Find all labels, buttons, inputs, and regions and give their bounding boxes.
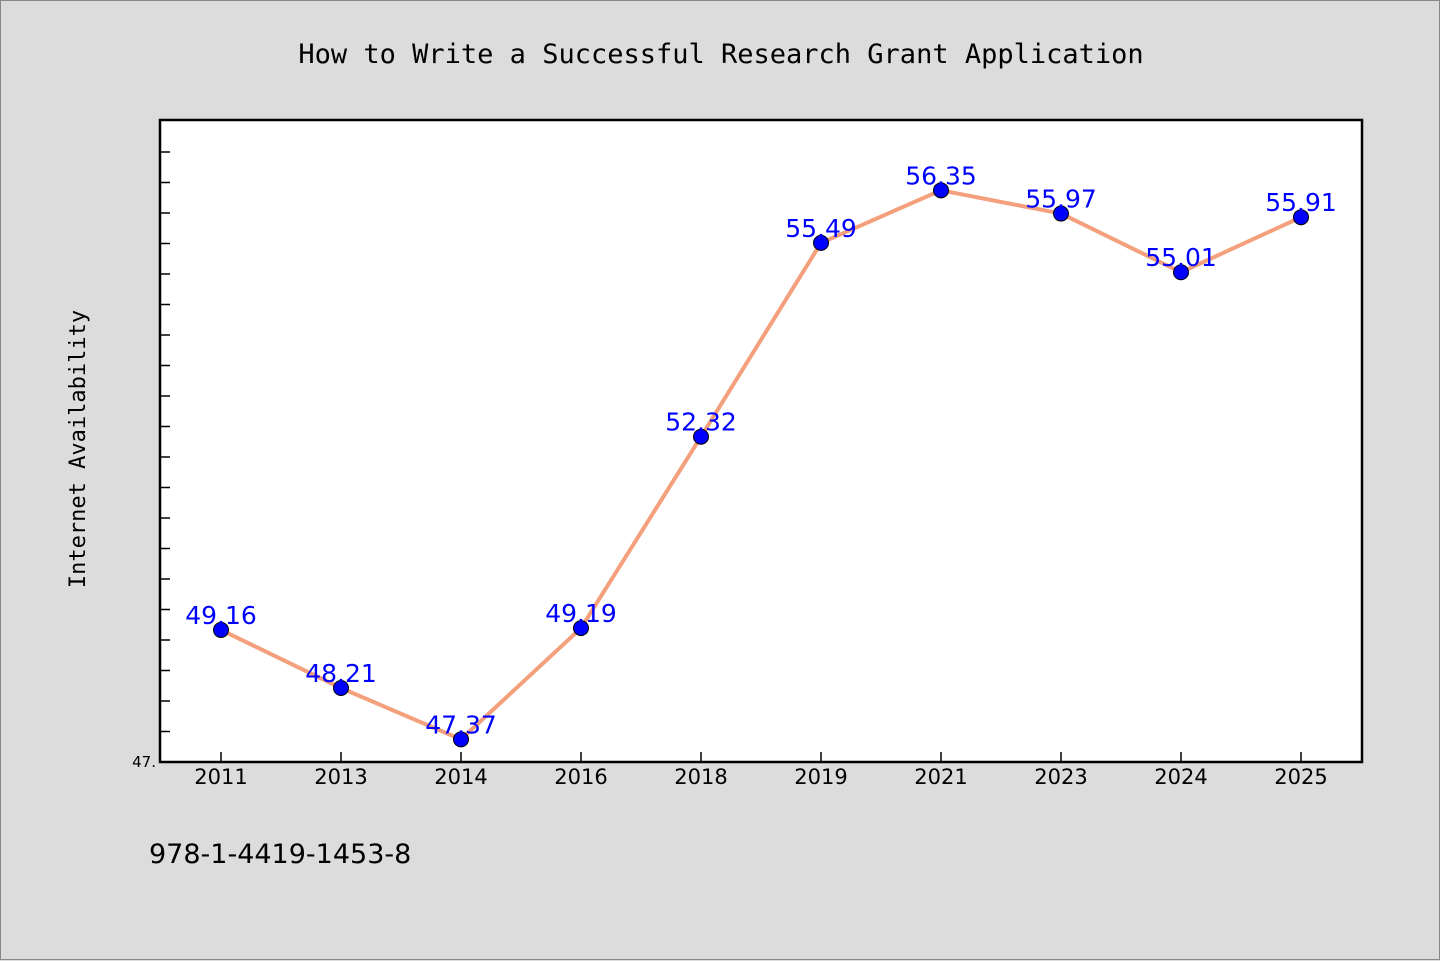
x-tick-label: 2019: [794, 765, 847, 789]
x-axis-ticks: 2011 2013 2014 2016 2018 2019 2021 2023 2024 2025: [194, 752, 1328, 789]
data-point-marker: [213, 621, 229, 638]
plot-area: [158, 118, 1364, 764]
x-tick-label: 2014: [434, 765, 487, 789]
series-line: [220, 188, 1302, 742]
x-tick-label: 2018: [674, 765, 727, 789]
data-value-label: 56.35: [905, 161, 977, 190]
x-tick-label: 2016: [554, 765, 607, 789]
chart-title: How to Write a Successful Research Grant…: [298, 39, 1143, 70]
data-point-marker: [1053, 205, 1069, 222]
data-value-label: 55.91: [1265, 188, 1337, 217]
data-value-label: 47.37: [425, 710, 497, 739]
data-point-marker: [1293, 209, 1309, 226]
data-value-label: 48.21: [305, 659, 377, 688]
x-tick-label: 2013: [314, 765, 367, 789]
x-tick-label: 2011: [194, 765, 247, 789]
data-value-label: 55.01: [1145, 243, 1217, 272]
y-axis-label: Internet Availability: [66, 310, 91, 588]
data-value-label: 49.16: [185, 601, 257, 630]
data-point-marker: [333, 680, 349, 697]
x-tick-label: 2024: [1154, 765, 1207, 789]
data-point-marker: [1173, 264, 1189, 281]
x-tick-label: 2023: [1034, 765, 1087, 789]
data-point-marker: [573, 620, 589, 637]
x-tick-label: 2025: [1274, 765, 1327, 789]
data-value-label: 55.97: [1025, 185, 1097, 214]
data-markers: [213, 182, 1309, 748]
data-point-marker: [453, 731, 469, 748]
data-value-label: 52.32: [665, 408, 737, 437]
isbn-label: 978-1-4419-1453-8: [149, 839, 411, 870]
data-point-marker: [933, 182, 949, 199]
data-point-marker: [813, 234, 829, 251]
data-value-label: 49.19: [545, 599, 617, 628]
data-labels: 49.16 48.21 47.37 49.19 52.32 55.49 56.35 55.97…: [185, 161, 1337, 739]
x-tick-label: 2021: [914, 765, 967, 789]
data-value-label: 55.49: [785, 214, 857, 243]
y-tick-label: 47.: [132, 753, 156, 771]
y-axis-ticks: [160, 151, 170, 733]
data-point-marker: [693, 428, 709, 445]
